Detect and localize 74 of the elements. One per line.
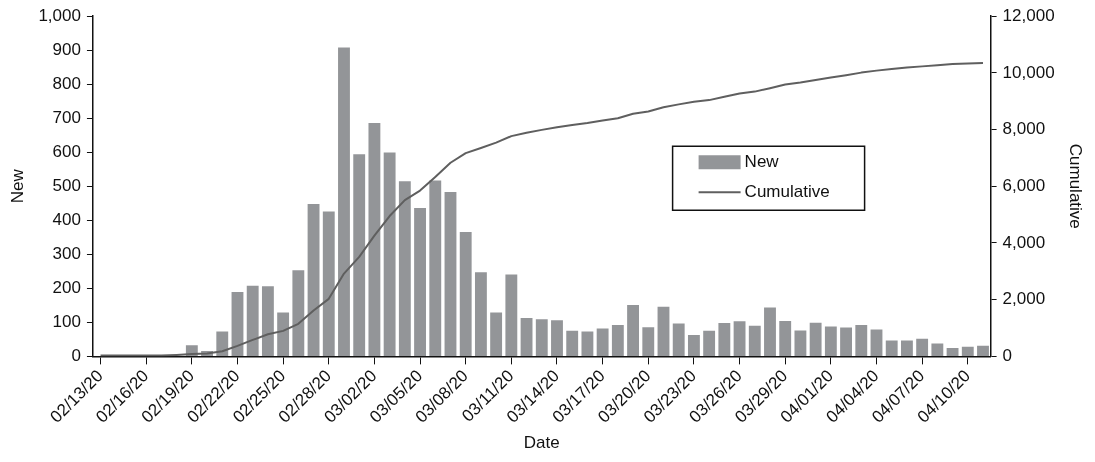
bar bbox=[779, 321, 792, 356]
bar bbox=[870, 329, 883, 356]
y-axis-title: New bbox=[7, 168, 27, 204]
bar bbox=[398, 181, 411, 356]
y2-tick-label: 2,000 bbox=[1002, 289, 1046, 309]
bar bbox=[551, 320, 563, 356]
bar bbox=[748, 325, 761, 356]
bar bbox=[794, 330, 807, 356]
bar bbox=[490, 312, 503, 356]
bar bbox=[977, 345, 989, 356]
legend-label: Cumulative bbox=[744, 181, 830, 201]
bar bbox=[474, 272, 487, 356]
bar bbox=[855, 325, 868, 356]
bar bbox=[292, 270, 305, 356]
bar bbox=[566, 330, 579, 356]
bar bbox=[520, 317, 533, 356]
bar bbox=[931, 343, 944, 356]
bar bbox=[246, 285, 259, 356]
bar bbox=[687, 334, 700, 356]
bar bbox=[885, 340, 898, 356]
bar bbox=[414, 208, 426, 356]
bar bbox=[642, 327, 655, 356]
bar bbox=[916, 338, 929, 356]
bar bbox=[840, 327, 852, 356]
y-tick-label: 300 bbox=[52, 244, 81, 264]
y2-axis-title: Cumulative bbox=[1066, 143, 1086, 229]
y2-tick-label: 12,000 bbox=[1002, 5, 1055, 25]
bar bbox=[946, 347, 959, 356]
bar bbox=[627, 305, 639, 356]
bar bbox=[611, 325, 624, 356]
y-tick-label: 700 bbox=[52, 107, 81, 127]
y2-tick-label: 10,000 bbox=[1002, 62, 1055, 82]
bar bbox=[672, 323, 685, 356]
y2-tick-label: 4,000 bbox=[1002, 232, 1046, 252]
bar bbox=[383, 152, 396, 356]
bar bbox=[261, 286, 274, 356]
bar bbox=[277, 312, 290, 356]
y2-tick-label: 8,000 bbox=[1002, 119, 1046, 139]
bar bbox=[535, 319, 548, 356]
bar bbox=[657, 306, 670, 356]
bar bbox=[444, 192, 457, 356]
bar bbox=[231, 292, 244, 356]
x-axis-title: Date bbox=[523, 433, 560, 453]
bar bbox=[596, 328, 609, 356]
y-tick-label: 200 bbox=[52, 278, 81, 298]
bar bbox=[809, 322, 822, 356]
bar bbox=[703, 330, 716, 356]
bar bbox=[353, 154, 366, 356]
bar bbox=[429, 180, 442, 356]
bar bbox=[824, 326, 837, 356]
bar bbox=[368, 123, 381, 356]
bar bbox=[764, 307, 776, 356]
y-tick-label: 900 bbox=[52, 39, 81, 59]
bar bbox=[322, 211, 335, 356]
y-tick-label: 0 bbox=[71, 346, 81, 366]
bar bbox=[733, 321, 746, 356]
y-tick-label: 1,000 bbox=[38, 5, 81, 25]
bar bbox=[581, 331, 594, 356]
y-tick-label: 500 bbox=[52, 175, 81, 195]
bar bbox=[505, 274, 518, 356]
bar bbox=[961, 346, 974, 356]
y-tick-label: 100 bbox=[52, 312, 81, 332]
y-tick-label: 600 bbox=[52, 141, 81, 161]
y2-tick-label: 6,000 bbox=[1002, 175, 1046, 195]
y2-tick-label: 0 bbox=[1002, 346, 1013, 366]
bar bbox=[718, 323, 731, 356]
bar bbox=[338, 47, 350, 356]
y-tick-label: 400 bbox=[52, 210, 81, 229]
bar bbox=[307, 203, 320, 356]
bar bbox=[900, 340, 913, 356]
y-tick-label: 800 bbox=[52, 73, 81, 93]
bar bbox=[459, 231, 472, 356]
legend-label: New bbox=[744, 151, 780, 171]
bar bbox=[216, 331, 229, 356]
